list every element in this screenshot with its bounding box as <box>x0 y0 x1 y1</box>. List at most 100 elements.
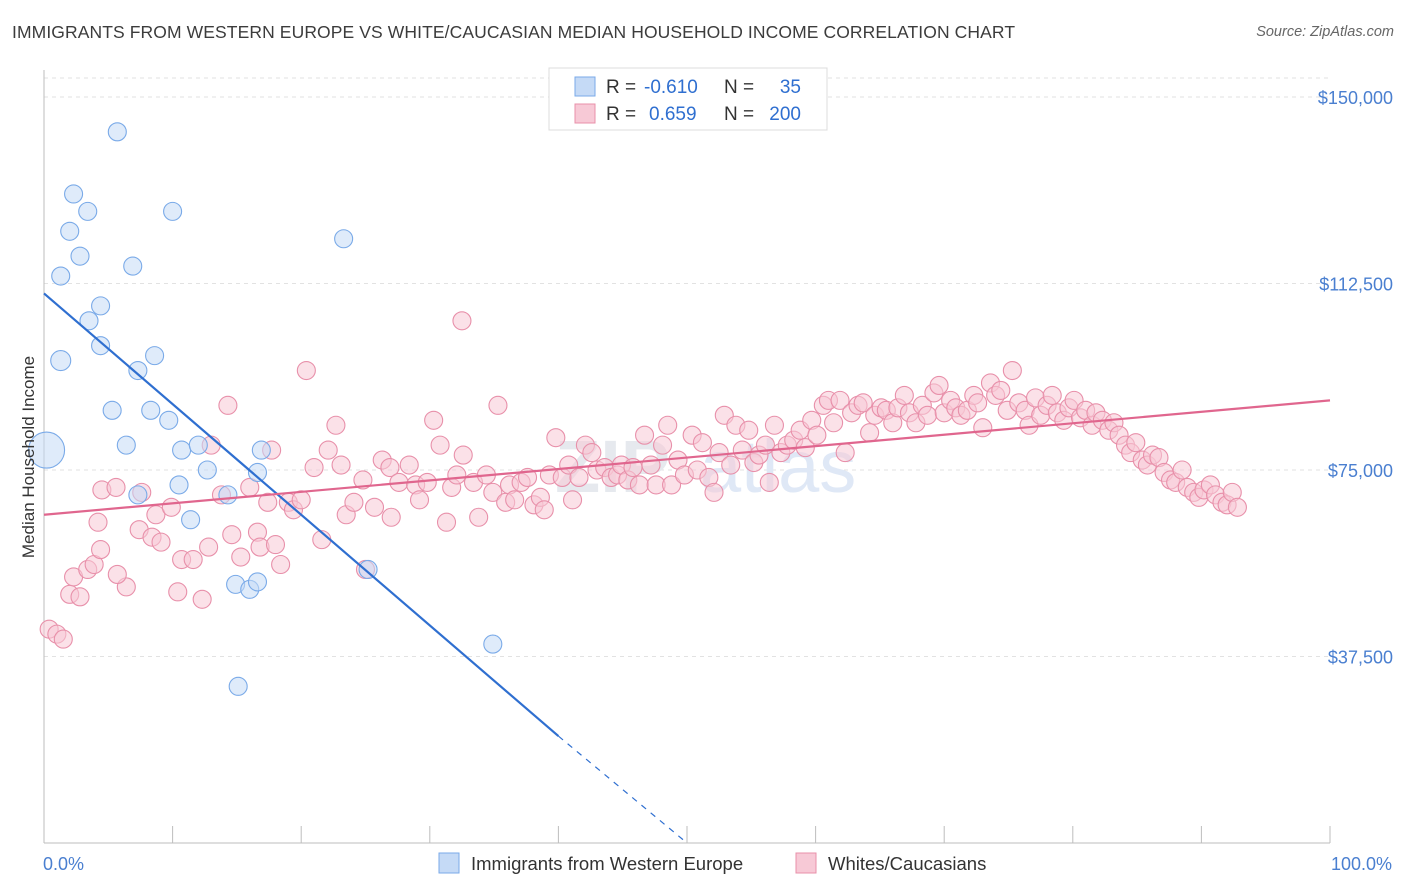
bottom-legend-label-immigrants: Immigrants from Western Europe <box>471 853 743 874</box>
whites-point-18 <box>151 532 171 552</box>
whites-point-58 <box>417 472 437 492</box>
whites-point-52 <box>380 457 400 478</box>
whites-point-129 <box>830 390 850 410</box>
y-tick-label-0: $37,500 <box>1328 648 1393 668</box>
chart-title: IMMIGRANTS FROM WESTERN EUROPE VS WHITE/… <box>12 22 1016 42</box>
y-tick-labels: $37,500 $75,000 $112,500 $150,000 <box>1318 88 1393 668</box>
whites-point-189 <box>1172 460 1192 480</box>
legend-n-value-1: 35 <box>780 77 801 98</box>
whites-point-5 <box>70 587 90 607</box>
series-immigrants-points <box>39 311 1247 649</box>
immigrants-point-2 <box>51 266 71 286</box>
whites-point-67 <box>469 507 489 527</box>
whites-point-84 <box>569 467 589 488</box>
whites-point-61 <box>436 512 457 532</box>
bottom-legend-label-whites: Whites/Caucasians <box>828 853 986 874</box>
whites-point-44 <box>326 415 346 435</box>
whites-point-73 <box>505 490 525 510</box>
whites-point-28 <box>222 525 242 545</box>
immigrants-point-16 <box>159 410 179 430</box>
immigrants-point-24 <box>197 460 217 480</box>
whites-point-11 <box>106 477 126 497</box>
legend-swatch-whites <box>574 103 596 124</box>
whites-point-96 <box>641 455 661 475</box>
immigrants-point-32 <box>358 559 378 580</box>
whites-point-53 <box>381 507 401 527</box>
legend-swatch-immigrants <box>574 76 596 97</box>
whites-point-78 <box>534 500 554 520</box>
trend-lines <box>43 292 1331 844</box>
whites-point-22 <box>183 549 203 570</box>
whites-point-63 <box>447 465 467 485</box>
whites-point-133 <box>853 393 873 413</box>
whites-point-27 <box>218 395 238 415</box>
immigrants-point-23 <box>188 435 208 455</box>
whites-point-55 <box>399 455 419 475</box>
immigrants-point-15 <box>145 346 165 366</box>
whites-point-45 <box>331 455 351 475</box>
immigrants-point-6 <box>78 201 98 221</box>
whites-point-70 <box>488 395 508 415</box>
whites-point-2 <box>53 629 73 649</box>
whites-point-33 <box>258 492 278 512</box>
immigrants-point-27 <box>251 440 271 460</box>
legend-r-label-1: R = <box>606 77 636 98</box>
whites-point-20 <box>168 582 188 602</box>
immigrants-point-7 <box>79 311 99 331</box>
whites-point-117 <box>759 472 779 492</box>
whites-point-144 <box>917 405 938 425</box>
immigrants-point-33 <box>483 634 503 654</box>
y-tick-label-1: $75,000 <box>1328 461 1393 481</box>
legend-r-label-2: R = <box>606 104 636 125</box>
whites-point-130 <box>835 443 855 463</box>
x-tick-label-min: 0.0% <box>43 854 84 874</box>
immigrants-point-18 <box>163 201 183 221</box>
immigrants-point-14 <box>116 435 136 455</box>
legend-r-value-2: 0.659 <box>649 104 697 125</box>
whites-point-134 <box>860 423 880 443</box>
whites-point-80 <box>546 428 566 448</box>
legend-r-value-1: -0.610 <box>644 77 698 98</box>
whites-point-69 <box>483 482 503 502</box>
whites-point-125 <box>807 425 827 445</box>
trend-line-whites <box>43 399 1331 516</box>
immigrants-point-3 <box>64 184 84 204</box>
whites-point-60 <box>430 435 450 455</box>
whites-point-140 <box>894 385 914 405</box>
y-tick-label-2: $112,500 <box>1319 275 1393 295</box>
whites-point-154 <box>973 418 993 438</box>
whites-point-86 <box>582 443 602 463</box>
y-axis-label: Median Household Income <box>19 356 38 558</box>
source-label: Source: ZipAtlas.com <box>1256 24 1394 40</box>
whites-point-99 <box>658 415 678 435</box>
immigrants-point-19 <box>169 475 189 495</box>
whites-point-57 <box>409 490 430 510</box>
immigrants-point-21 <box>128 485 148 505</box>
whites-point-13 <box>107 564 127 584</box>
whites-point-166 <box>1042 385 1062 405</box>
whites-point-94 <box>629 475 649 495</box>
whites-point-40 <box>296 360 316 381</box>
immigrants-point-26 <box>247 462 268 483</box>
whites-point-113 <box>739 420 759 440</box>
trend-line-immigrants-extension <box>558 735 688 844</box>
whites-point-153 <box>968 393 988 413</box>
whites-point-41 <box>304 457 324 478</box>
whites-point-105 <box>692 433 712 453</box>
immigrants-point-31 <box>334 229 354 249</box>
immigrants-point-12 <box>102 400 122 420</box>
immigrants-point-5 <box>70 246 90 266</box>
whites-point-36 <box>271 554 291 575</box>
whites-point-146 <box>929 375 949 396</box>
immigrants-point-30 <box>247 572 268 592</box>
immigrants-point-13 <box>128 360 148 381</box>
legend-n-label-1: N = <box>724 77 754 98</box>
immigrants-point-25 <box>218 485 238 505</box>
bottom-legend-swatch-immigrants <box>438 852 460 874</box>
whites-point-108 <box>709 443 729 463</box>
whites-point-107 <box>704 482 724 502</box>
series-western-europe-points <box>28 122 503 696</box>
whites-point-157 <box>991 380 1011 400</box>
whites-point-34 <box>265 535 286 555</box>
whites-point-159 <box>1002 360 1022 381</box>
